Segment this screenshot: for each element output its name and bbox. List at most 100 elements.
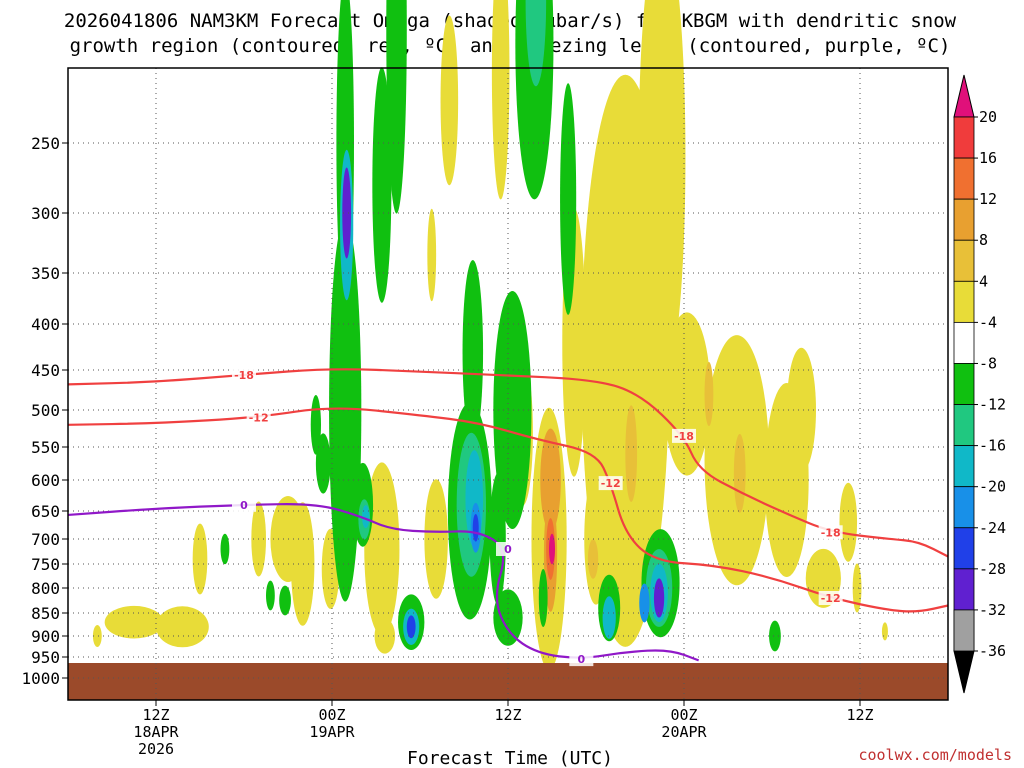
omega-shade-cell	[493, 291, 532, 529]
contour-label: -18	[674, 430, 694, 443]
contour-label-group: -12	[818, 591, 843, 605]
contour-label-bg	[232, 367, 256, 382]
omega-shade-cell	[625, 405, 638, 502]
omega-shade-cell	[663, 312, 711, 476]
omega-shade-cell	[587, 539, 599, 579]
omega-shade-cell	[156, 606, 209, 648]
y-axis: 250 300 350 400 450 500 550 600 650 700 750 800 850 9…	[21, 134, 68, 688]
contour-label-bg	[569, 652, 594, 667]
contour-label-bg	[672, 428, 696, 443]
colorbar-segment	[953, 198, 975, 241]
contour-label: 0	[504, 543, 512, 556]
omega-shade-cell	[733, 434, 746, 513]
omega-shade-cell	[639, 583, 650, 623]
omega-shade-cell	[424, 479, 448, 599]
y-tick-label: 400	[31, 315, 60, 334]
omega-shade-cell	[220, 533, 230, 565]
omega-shade-cell	[266, 580, 275, 611]
x-axis-label: Forecast Time (UTC)	[407, 748, 613, 768]
omega-shade-cell	[315, 433, 331, 494]
contour-label-bg	[818, 525, 843, 540]
contour-label: 0	[240, 499, 248, 512]
y-tick-label: 650	[31, 502, 60, 521]
colorbar-segment	[953, 486, 975, 529]
y-tick-label: 900	[31, 627, 60, 646]
colorbar-segment	[953, 568, 975, 611]
contour-label-bg	[232, 497, 256, 512]
omega-shade-cell	[549, 533, 555, 565]
contour-label-bg	[246, 410, 271, 425]
y-tick-label: 450	[31, 361, 60, 380]
omega-shade-cell	[540, 428, 561, 532]
colorbar-label: -28	[979, 560, 1006, 578]
omega-shade-cell	[372, 67, 392, 303]
contour-label: -18	[821, 526, 841, 539]
contour-label-bg	[496, 542, 520, 556]
omega-shade-cell	[406, 615, 416, 639]
x-tick-label: 12Z	[846, 706, 873, 724]
contour-label: -12	[821, 592, 841, 605]
colorbar-segment	[953, 321, 975, 364]
contour-label: -12	[249, 411, 269, 424]
omega-shade-cell	[440, 15, 459, 186]
y-tick-label: 600	[31, 471, 60, 490]
y-tick-label: 850	[31, 604, 60, 623]
colorbar-segment	[953, 280, 975, 323]
contour-label-group: 0	[569, 652, 594, 667]
contour-label-bg	[818, 591, 843, 605]
y-tick-label: 300	[31, 204, 60, 223]
omega-shade-cell	[329, 419, 350, 501]
credit-text: coolwx.com/models	[858, 746, 1012, 764]
x-tick-label: 00Z	[670, 706, 697, 724]
x-tick-label: 19APR	[309, 723, 355, 741]
omega-shade-cell	[192, 523, 208, 595]
colorbar-label: -32	[979, 601, 1006, 619]
colorbar-segment	[953, 404, 975, 447]
chart-title-line2: growth region (contoured, red, ºC) and f…	[70, 35, 951, 57]
colorbar-segment	[953, 363, 975, 405]
omega-shade-cell	[602, 596, 616, 639]
omega-shade-cell	[362, 505, 370, 529]
y-tick-label: 500	[31, 401, 60, 420]
omega-shade-cell	[881, 622, 888, 641]
omega-shade-cell	[386, 0, 407, 214]
colorbar-label: -8	[979, 354, 997, 372]
omega-shade-cell	[104, 605, 164, 639]
contour-label: -18	[234, 369, 254, 382]
y-tick-label: 550	[31, 438, 60, 457]
omega-shade-cell	[462, 260, 484, 444]
colorbar-label: -16	[979, 437, 1006, 455]
omega-shade-cell	[472, 513, 479, 542]
y-tick-label: 1000	[21, 669, 60, 688]
colorbar-label: -36	[979, 642, 1006, 660]
colorbar-label: 4	[979, 272, 988, 290]
y-tick-label: 250	[31, 134, 60, 153]
omega-shade-cell	[786, 347, 816, 473]
grid-lines	[68, 68, 948, 700]
contour-label: 0	[578, 653, 586, 666]
colorbar-segment	[953, 609, 975, 652]
colorbar-segment	[953, 116, 975, 159]
y-tick-label: 800	[31, 579, 60, 598]
colorbar-label: -24	[979, 519, 1006, 537]
plot-area: -18 -18 -18 -12 -12 -12 0 0 0	[67, 0, 949, 701]
colorbar-label: 16	[979, 149, 997, 167]
x-tick-label: 12Z	[142, 706, 169, 724]
contour-label-group: 0	[496, 542, 520, 556]
chart-title-line1: 2026041806 NAM3KM Forecast Omega (shaded…	[64, 10, 957, 32]
contour-label-group: -18	[232, 367, 256, 382]
omega-shade-cell	[493, 589, 523, 646]
y-tick-label: 700	[31, 530, 60, 549]
colorbar-over-arrow	[953, 74, 975, 118]
omega-shade-cell	[427, 208, 437, 302]
x-tick-label: 2026	[138, 740, 174, 758]
x-tick-label: 12Z	[494, 706, 521, 724]
y-tick-label: 950	[31, 648, 60, 667]
colorbar-segment	[953, 445, 975, 488]
omega-shade-cell	[538, 569, 548, 627]
omega-shade-cell	[342, 167, 352, 259]
omega-shade-cell	[374, 618, 396, 654]
x-tick-label: 00Z	[318, 706, 345, 724]
